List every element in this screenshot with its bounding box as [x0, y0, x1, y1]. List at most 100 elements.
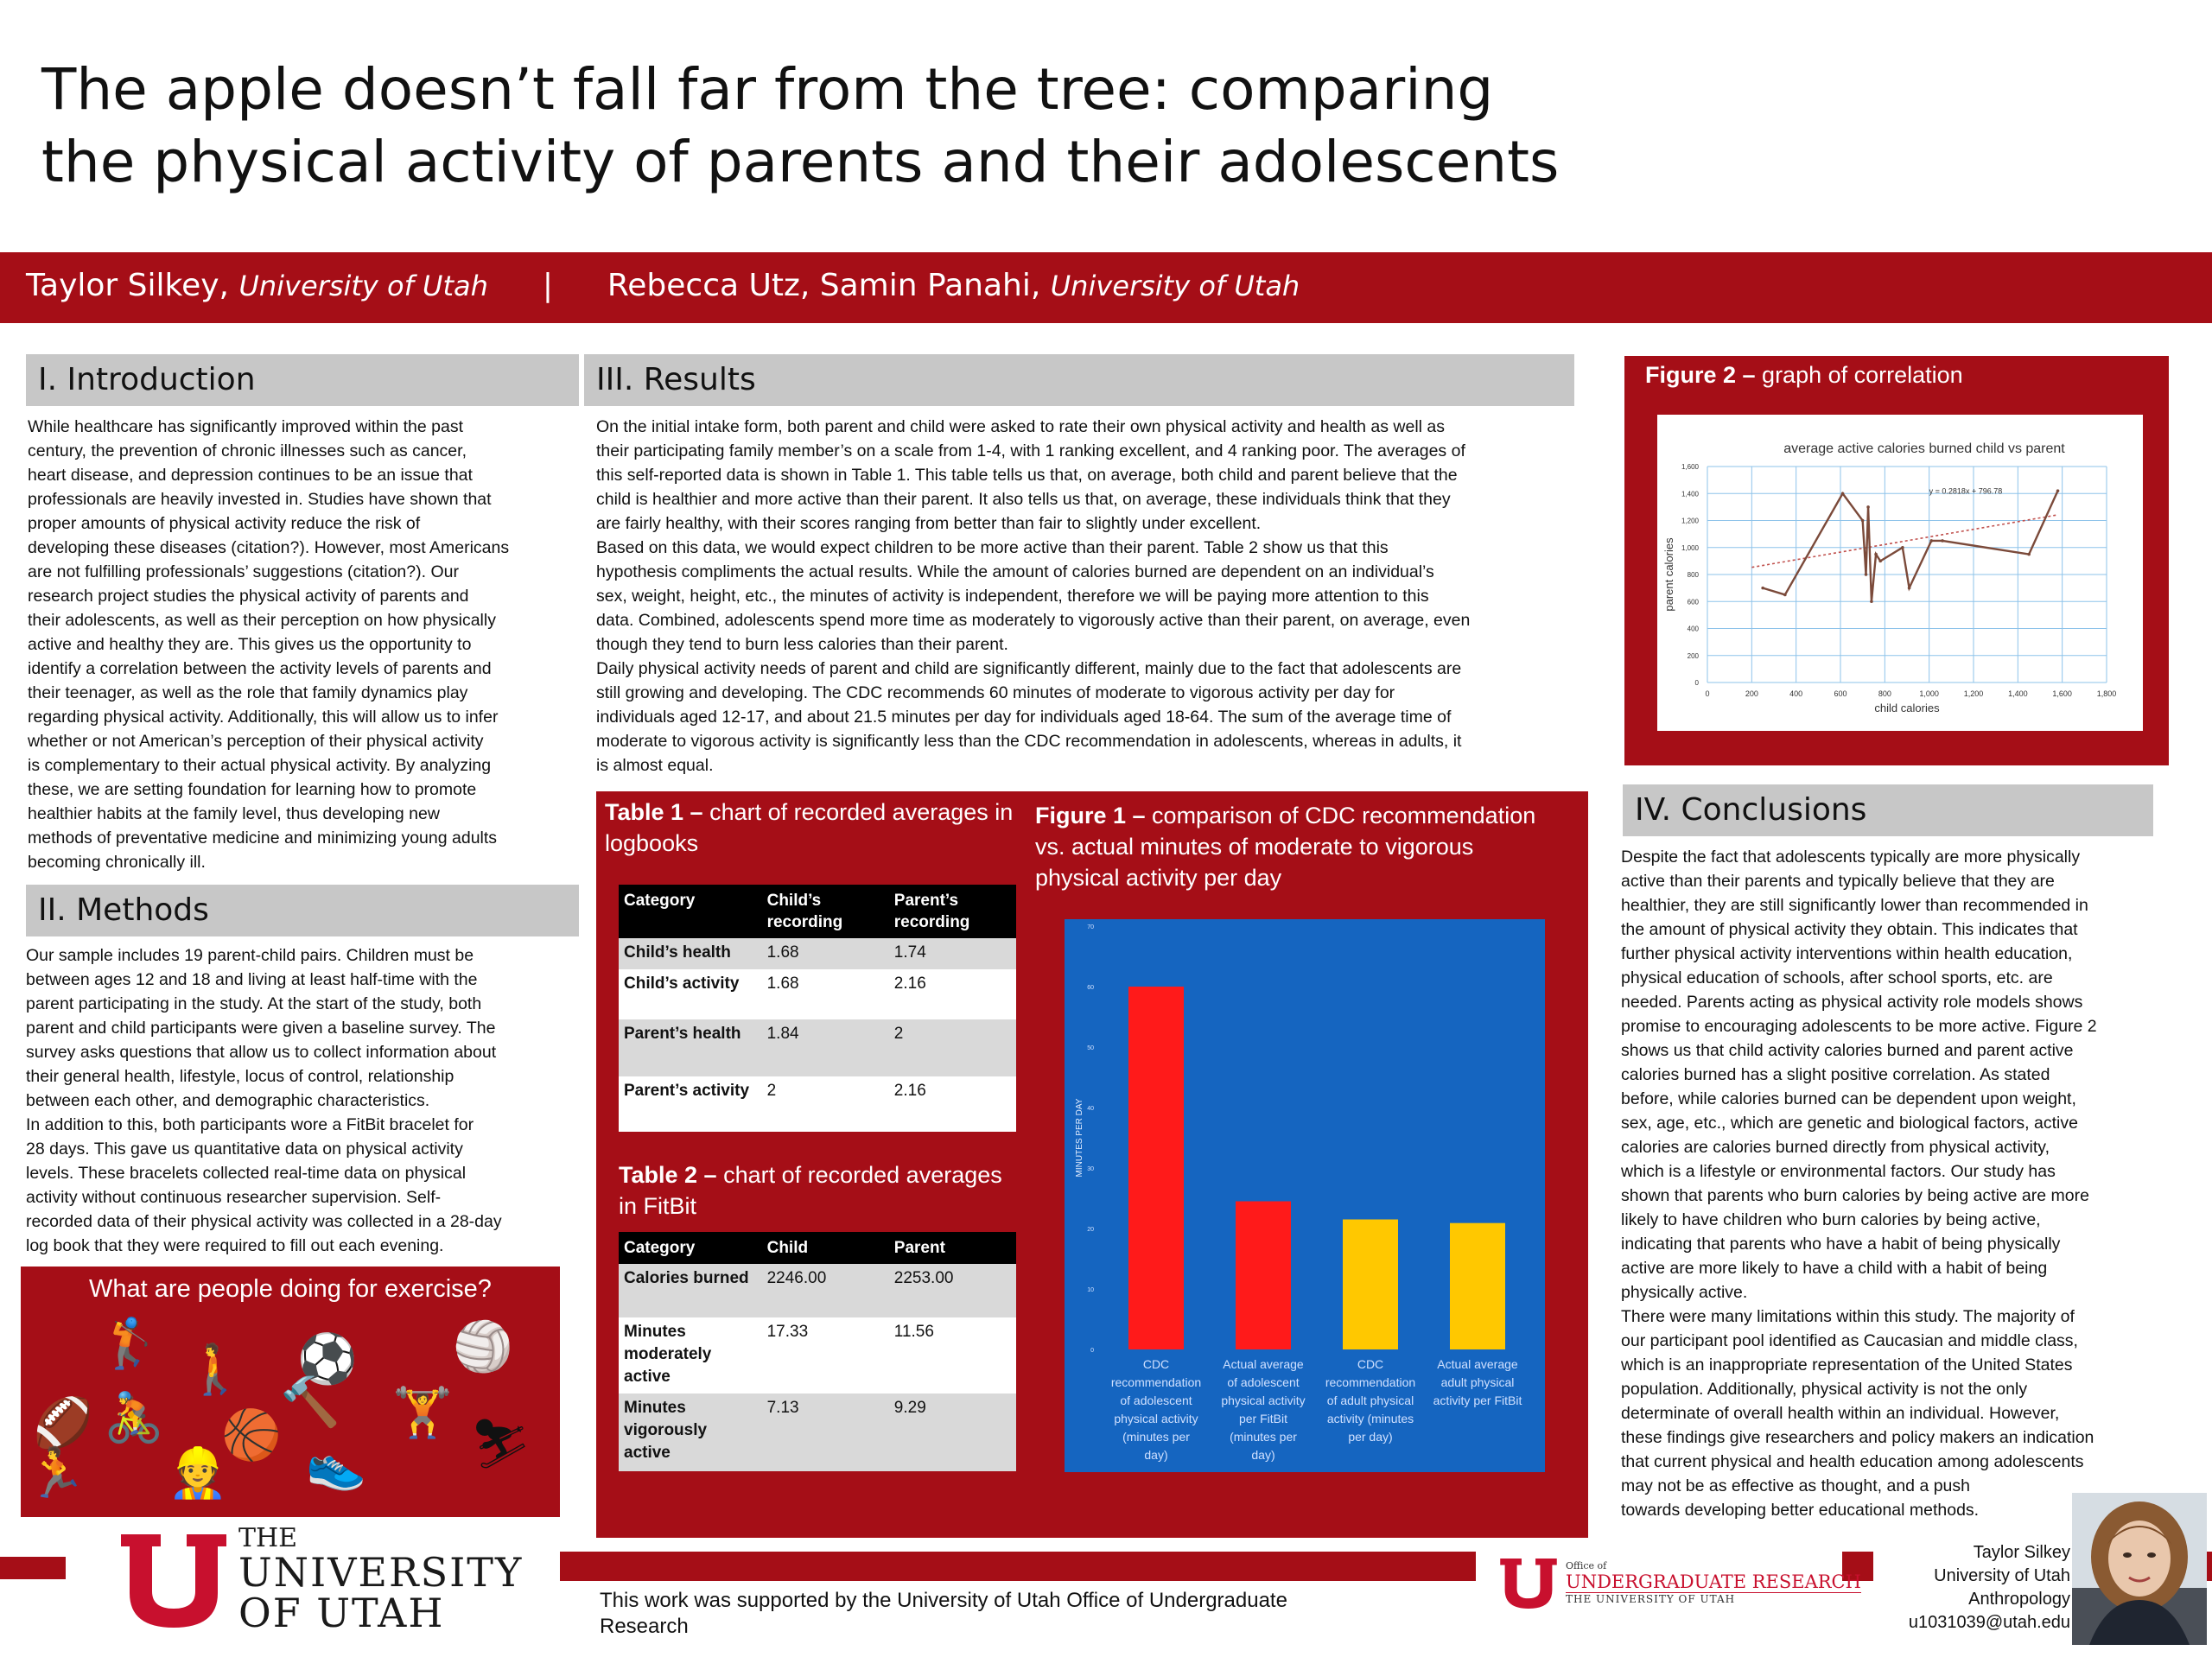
- figure1-y-tick-label: 20: [1087, 1227, 1094, 1233]
- construction-worker-icon: 👷: [168, 1445, 228, 1501]
- results-line: child is healthier and more active than …: [596, 490, 1451, 509]
- figure2-x-tick-label: 1,600: [2052, 689, 2072, 698]
- figure2-y-tick-label: 600: [1688, 598, 1700, 606]
- poster-title: The apple doesn’t fall far from the tree…: [41, 54, 1559, 199]
- introduction-line: heart disease, and depression continues …: [28, 466, 473, 485]
- author-photo: [2072, 1493, 2207, 1645]
- figure1-category-label: Actual average: [1437, 1357, 1518, 1371]
- conclusions-line: calories burned has a slight positive co…: [1621, 1065, 2050, 1084]
- volleyball-icon: 🏐: [453, 1319, 513, 1375]
- university-of-utah-u-logo-icon: [121, 1534, 226, 1628]
- table-cell: 1.68: [766, 975, 799, 993]
- table1: Category Child’s recording Parent’s record…: [619, 885, 1016, 1132]
- figure2-data-point: [1878, 559, 1882, 563]
- university-of-utah-wordmark: THE UNIVERSITY OF UTAH: [238, 1526, 524, 1634]
- figure1-category-label: physical activity: [1221, 1394, 1305, 1407]
- figure1-bar: [1128, 987, 1184, 1349]
- figure2-data-point: [1866, 505, 1870, 509]
- introduction-line: proper amounts of physical activity redu…: [28, 514, 421, 533]
- figure2-panel: Figure 2 – graph of correlation average …: [1624, 356, 2169, 765]
- table-row: Child’s health 1.68 1.74: [619, 938, 1016, 969]
- figure1-y-tick-label: 40: [1087, 1106, 1094, 1112]
- methods-line: Our sample includes 19 parent-child pair…: [26, 946, 474, 965]
- figure2-data-point: [1864, 573, 1868, 576]
- table-row-label: Calories burned: [619, 1264, 762, 1317]
- office-of-undergraduate-research-wordmark: Office of UNDERGRADUATE RESEARCH THE UNI…: [1566, 1560, 1861, 1605]
- table-cell: 2253.00: [888, 1264, 1016, 1317]
- results-red-panel: Table 1 – chart of recorded averages in …: [596, 791, 1588, 1538]
- table-cell: 1.74: [888, 938, 1016, 969]
- figure1-category-label: of adolescent: [1120, 1394, 1192, 1407]
- conclusions-line: needed. Parents acting as physical activ…: [1621, 993, 2083, 1012]
- introduction-line: becoming chronically ill.: [28, 853, 206, 872]
- figure1-category-label: of adult physical: [1327, 1394, 1414, 1407]
- figure2-data-point: [1761, 586, 1764, 590]
- table-header-cell: Child: [761, 1232, 889, 1264]
- results-line: their participating family member’s on a…: [596, 441, 1465, 460]
- our-university: THE UNIVERSITY OF UTAH: [1566, 1593, 1736, 1605]
- conclusions-line: that current physical and health educati…: [1621, 1452, 2084, 1471]
- results-body: On the initial intake form, both parent …: [596, 415, 1581, 778]
- figure2-data-point: [1840, 492, 1845, 496]
- figure1-category-label: adult physical: [1441, 1375, 1515, 1389]
- table2-title-rest: chart of recorded averages in FitBit: [619, 1162, 1002, 1219]
- methods-line: parent and child participants were given…: [26, 1019, 496, 1038]
- conclusions-line: shows us that child activity calories bu…: [1621, 1041, 2074, 1060]
- figure1-category-label: activity (minutes: [1327, 1412, 1414, 1425]
- figure1-category-label: of adolescent: [1227, 1375, 1299, 1389]
- introduction-line: research project studies the physical ac…: [28, 587, 469, 606]
- conclusions-line: Despite the fact that adolescents typica…: [1621, 848, 2081, 867]
- results-line: though they tend to burn less calories t…: [596, 635, 1008, 654]
- figure2-title-bold: Figure 2 –: [1645, 362, 1756, 388]
- methods-line: survey asks questions that allow us to c…: [26, 1043, 497, 1062]
- results-heading: III. Results: [584, 354, 1574, 406]
- conclusions-body: Despite the fact that adolescents typica…: [1621, 845, 2174, 1522]
- figure1-bar: [1236, 1201, 1291, 1349]
- methods-line: their general health, lifestyle, locus o…: [26, 1067, 454, 1086]
- table-row-label: Minutes vigorously active: [619, 1394, 762, 1471]
- results-line: Based on this data, we would expect chil…: [596, 538, 1389, 557]
- methods-body: Our sample includes 19 parent-child pair…: [26, 943, 579, 1258]
- figure1-y-tick-label: 50: [1087, 1045, 1094, 1051]
- results-line: Daily physical activity needs of parent …: [596, 659, 1462, 678]
- introduction-line: these, we are setting foundation for lea…: [28, 780, 477, 799]
- figure2-chart-title: average active calories burned child vs …: [1783, 441, 2065, 456]
- table-header-cell: Child’s recording: [761, 885, 889, 938]
- figure2-y-tick-label: 400: [1688, 625, 1700, 633]
- table-cell: 2.16: [893, 975, 926, 993]
- figure2-data-point: [1874, 552, 1878, 556]
- figure2-data-point: [1907, 586, 1911, 590]
- figure2-series-line: [1762, 490, 2059, 602]
- figure1-category-label: (minutes per: [1122, 1430, 1190, 1444]
- weightlifter-icon: 🏋: [392, 1385, 453, 1441]
- methods-line: activity without continuous researcher s…: [26, 1188, 442, 1207]
- figure2-x-tick-label: 0: [1705, 689, 1709, 698]
- footer-red-bar-middle: [560, 1552, 1476, 1581]
- results-line: data. Combined, adolescents spend more t…: [596, 611, 1471, 630]
- support-statement: This work was supported by the Universit…: [600, 1588, 1446, 1640]
- figure1-title-bold: Figure 1 –: [1035, 803, 1146, 828]
- figure2-title-rest: graph of correlation: [1755, 362, 1963, 388]
- figure2-x-tick-label: 1,800: [2097, 689, 2117, 698]
- figure2-data-point: [2056, 489, 2060, 492]
- table2: Category Child Parent Calories burned 2246.0…: [619, 1232, 1016, 1471]
- author2-names: Rebecca Utz, Samin Panahi,: [607, 268, 1041, 303]
- author-separator: |: [542, 268, 553, 303]
- conclusions-line: indicating that parents who have a habit…: [1621, 1235, 2061, 1254]
- figure2-data-point: [1929, 539, 1934, 543]
- methods-line: between ages 12 and 18 and living at lea…: [26, 970, 478, 989]
- figure1-category-label: physical activity: [1114, 1412, 1198, 1425]
- walker-icon: 🚶: [185, 1342, 245, 1398]
- support-line2: Research: [600, 1615, 689, 1638]
- methods-line: parent participating in the study. At th…: [26, 994, 482, 1013]
- basketball-icon: 🏀: [221, 1407, 282, 1463]
- uofu-line2: UNIVERSITY: [238, 1549, 524, 1596]
- table-row: Minutes moderately active 17.33 11.56: [619, 1317, 1016, 1394]
- table-header-row: Category Child’s recording Parent’s record…: [619, 885, 1016, 938]
- table-row: Child’s activity 1.68 2.16: [619, 969, 1016, 1019]
- table1-title-rest: chart of recorded averages in logbooks: [605, 799, 1014, 856]
- figure1-y-tick-label: 60: [1087, 985, 1094, 991]
- conclusions-line: before, while calories burned can be dep…: [1621, 1089, 2076, 1108]
- methods-line: log book that they were required to fill…: [26, 1236, 444, 1255]
- our-office-of: Office of: [1566, 1560, 1607, 1571]
